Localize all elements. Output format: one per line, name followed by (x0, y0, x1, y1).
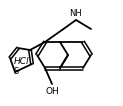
Text: NH: NH (69, 8, 81, 17)
Text: OH: OH (45, 86, 59, 96)
Text: HCl: HCl (14, 57, 30, 66)
Text: S: S (13, 66, 19, 75)
